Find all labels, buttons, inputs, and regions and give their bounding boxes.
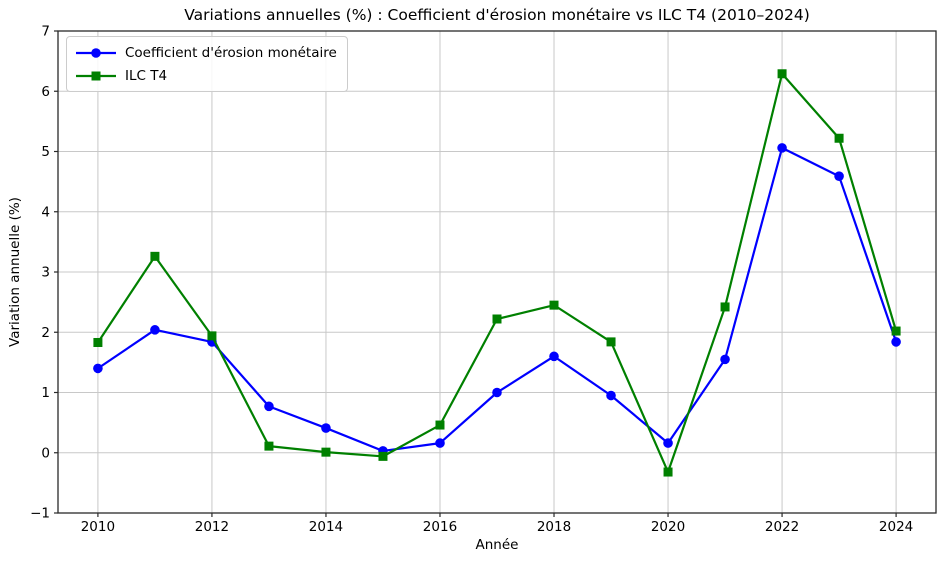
legend: Coefficient d'érosion monétaire ILC T4 [66,36,348,92]
data-point-square [435,420,445,430]
data-point-square [834,133,844,143]
data-point-circle [321,423,331,433]
x-tick-label: 2018 [537,519,571,535]
data-point-square [492,314,502,324]
y-tick-label: 4 [41,204,50,220]
data-point-square [891,326,901,336]
legend-item-coefficient-erosion: Coefficient d'érosion monétaire [75,42,337,63]
data-point-square [93,337,103,347]
data-point-circle [891,337,901,347]
x-tick-label: 2014 [309,519,343,535]
series-line-0 [96,146,898,453]
data-point-square [720,302,730,312]
legend-line-circle-icon [76,47,116,58]
x-tick-label: 2020 [651,519,685,535]
data-point-square [777,69,787,79]
legend-line-square-icon [76,71,116,80]
y-tick-label: 2 [41,325,50,341]
data-point-circle [93,363,103,374]
y-tick-label: 0 [41,445,50,461]
x-tick-label: 2024 [879,519,913,535]
data-point-circle [264,401,274,412]
data-point-square [378,451,388,461]
data-point-circle [720,354,730,365]
y-tick-label: 3 [41,265,50,281]
y-tick-label: −1 [30,506,50,522]
data-point-square [549,300,559,310]
y-tick-label: 5 [41,144,50,160]
legend-item-ilc-t4: ILC T4 [75,65,337,86]
data-point-square [321,447,331,457]
data-point-circle [492,387,502,398]
data-point-square [663,467,673,477]
chart-title: Variations annuelles (%) : Coefficient d… [184,6,810,24]
y-tick-label: 6 [41,84,50,100]
x-tick-label: 2010 [81,519,115,535]
data-point-square [150,251,160,261]
x-tick-label: 2012 [195,519,229,535]
data-point-circle [834,171,844,182]
data-point-square [207,331,217,341]
x-tick-label: 2022 [765,519,799,535]
data-point-square [264,441,274,451]
y-tick-label: 1 [41,385,50,401]
x-tick-label: 2016 [423,519,457,535]
data-point-circle [777,143,787,153]
data-point-circle [606,390,616,401]
data-point-circle [150,325,160,335]
data-point-circle [435,438,445,448]
data-point-square [606,337,616,347]
data-point-circle [663,438,673,448]
series-line-1 [96,72,898,474]
x-axis-label: Année [475,537,519,553]
data-point-circle [549,351,559,362]
legend-label-coefficient-erosion: Coefficient d'érosion monétaire [125,44,337,61]
legend-label-ilc-t4: ILC T4 [125,67,168,84]
y-tick-label: 7 [41,24,50,40]
